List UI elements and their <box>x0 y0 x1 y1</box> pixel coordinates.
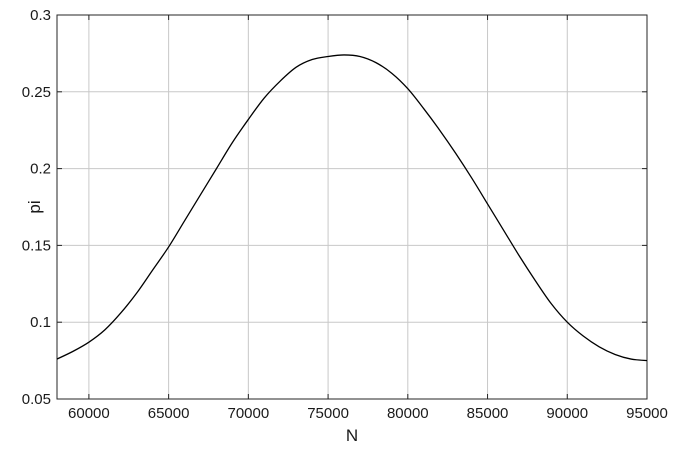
x-tick-label: 85000 <box>467 405 509 422</box>
y-axis-title: pi <box>25 200 44 213</box>
x-tick-label: 80000 <box>387 405 429 422</box>
x-axis-title: N <box>346 426 358 445</box>
x-tick-label: 95000 <box>626 405 668 422</box>
series-line <box>56 54 648 362</box>
y-tick-label: 0.25 <box>22 84 51 101</box>
plot-frame <box>56 14 648 400</box>
x-tick-label: 75000 <box>307 405 349 422</box>
x-tick-label: 70000 <box>227 405 269 422</box>
y-tick-label: 0.3 <box>30 7 51 24</box>
y-tick-label: 0.15 <box>22 237 51 254</box>
grid <box>57 14 648 400</box>
axis-ticks: 60000 65000 70000 75000 80000 85000 90000 95000… <box>22 7 668 422</box>
y-tick-label: 0.05 <box>22 391 51 408</box>
x-tick-label: 90000 <box>546 405 588 422</box>
y-tick-label: 0.2 <box>30 161 51 178</box>
x-tick-label: 60000 <box>68 405 110 422</box>
x-tick-label: 65000 <box>148 405 190 422</box>
y-tick-label: 0.1 <box>30 314 51 331</box>
